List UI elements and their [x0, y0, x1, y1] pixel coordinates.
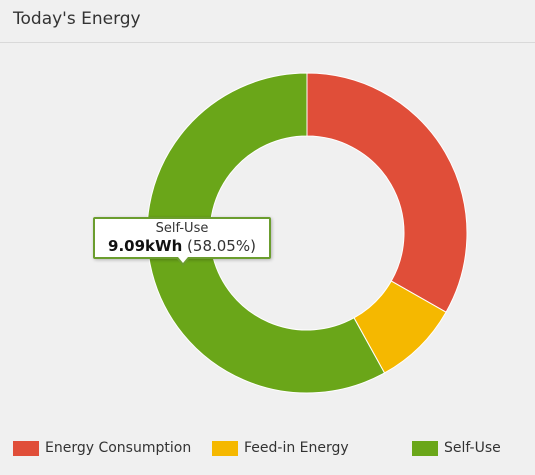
legend-swatch-self-use	[412, 440, 438, 456]
donut-slice-self-use[interactable]	[146, 72, 386, 394]
donut-slice-energy-consumption[interactable]	[306, 72, 468, 313]
legend-item-energy-consumption[interactable]: Energy Consumption	[13, 436, 191, 460]
tooltip-arrow-inner	[178, 257, 188, 263]
legend-item-self-use[interactable]: Self-Use	[412, 436, 501, 460]
chart-tooltip: Self-Use 9.09kWh (58.05%)	[93, 217, 271, 266]
tooltip-value: 9.09kWh	[108, 237, 183, 255]
panel-title: Today's Energy	[13, 9, 141, 29]
legend-swatch-energy-consumption	[13, 440, 39, 456]
legend-swatch-feed-in-energy	[212, 440, 238, 456]
panel-header: Today's Energy	[0, 0, 535, 43]
legend-label-feed-in-energy: Feed-in Energy	[244, 440, 349, 456]
tooltip-value-line: 9.09kWh (58.05%)	[95, 237, 269, 255]
tooltip-percent: (58.05%)	[187, 237, 256, 255]
tooltip-series-name: Self-Use	[155, 221, 209, 236]
chart-legend: Energy Consumption Feed-in Energy Self-U…	[0, 436, 535, 460]
legend-label-energy-consumption: Energy Consumption	[45, 440, 192, 456]
legend-item-feed-in-energy[interactable]: Feed-in Energy	[212, 436, 349, 460]
legend-label-self-use: Self-Use	[444, 440, 501, 456]
